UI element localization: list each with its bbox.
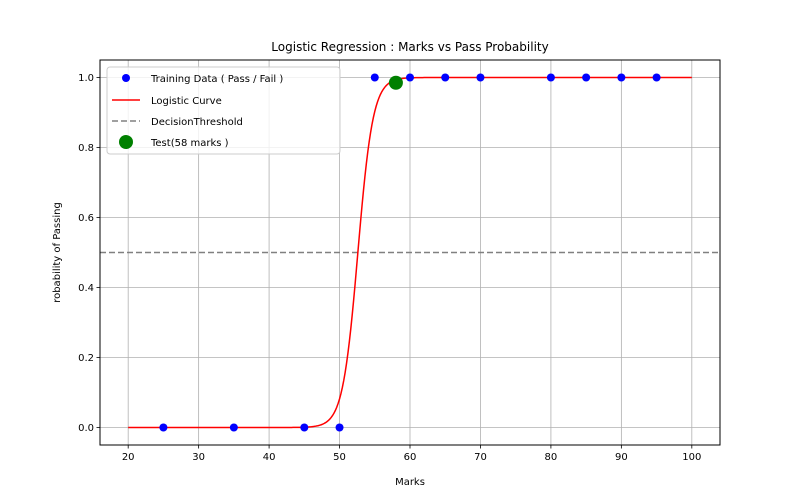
training-data-point (159, 423, 168, 432)
training-data-point (335, 423, 344, 432)
legend-label: Test(58 marks ) (150, 138, 229, 149)
x-tick-label: 40 (263, 452, 276, 463)
legend-label: Logistic Curve (151, 96, 222, 107)
plot-area (100, 73, 720, 432)
y-tick-label: 0.8 (78, 143, 94, 154)
training-data-point (300, 423, 309, 432)
x-tick-label: 60 (404, 452, 417, 463)
training-data-point (546, 73, 555, 82)
x-tick-label: 100 (682, 452, 701, 463)
training-data-point (406, 73, 414, 82)
y-axis-label: robability of Passing (52, 202, 63, 303)
training-data-point (617, 73, 626, 82)
chart-title: Logistic Regression : Marks vs Pass Prob… (271, 40, 548, 54)
y-tick-label: 0.4 (78, 283, 94, 294)
x-tick-label: 30 (192, 452, 205, 463)
x-tick-label: 90 (615, 452, 628, 463)
y-tick-label: 0.6 (78, 213, 94, 224)
x-axis-label: Marks (395, 477, 425, 488)
x-tick-label: 20 (122, 452, 135, 463)
y-tick-label: 1.0 (78, 73, 94, 84)
x-tick-label: 80 (545, 452, 558, 463)
training-data-point (582, 73, 591, 82)
training-data-point (652, 73, 661, 82)
test-point (388, 75, 403, 90)
training-data-point (441, 73, 450, 82)
x-tick-label: 70 (474, 452, 487, 463)
legend-box (106, 66, 341, 155)
x-tick-label: 50 (333, 452, 346, 463)
ticks: 20 30 40 50 60 70 80 90 100 0.0 0.2 0.4 0.6 0.8 1.0 (78, 73, 701, 463)
legend: Training Data ( Pass / Fail ) Logistic Cu… (106, 66, 341, 155)
legend-marker-test (119, 135, 133, 149)
legend-marker-training (122, 74, 130, 82)
training-data-point (476, 73, 485, 82)
legend-label: DecisionThreshold (151, 117, 243, 128)
training-data-point (370, 73, 379, 82)
y-tick-label: 0.0 (78, 423, 94, 434)
legend-label: Training Data ( Pass / Fail ) (150, 74, 283, 85)
y-tick-label: 0.2 (78, 353, 94, 364)
training-data-point (229, 423, 238, 432)
